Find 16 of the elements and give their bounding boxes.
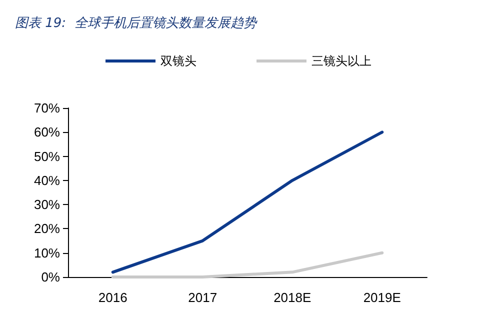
y-tick-label: 20% xyxy=(34,221,60,236)
legend-label: 双镜头 xyxy=(160,54,196,68)
y-tick-label: 0% xyxy=(41,270,60,284)
x-tick-label: 2016 xyxy=(98,290,128,305)
y-tick-label: 70% xyxy=(34,100,60,116)
y-tick-label: 50% xyxy=(34,148,60,164)
line-series xyxy=(111,130,384,274)
y-tick-label: 10% xyxy=(34,245,60,260)
chart-title: 图表 19: 全球手机后置镜头数量发展趋势 xyxy=(15,16,258,31)
x-tick-label: 2019E xyxy=(363,290,402,305)
y-tick-label: 40% xyxy=(34,172,60,188)
legend-label: 三镜头以上 xyxy=(312,54,372,68)
y-tick-label: 60% xyxy=(34,124,60,140)
y-tick-label: 30% xyxy=(34,197,60,212)
x-tick-label: 2018E xyxy=(274,290,312,305)
x-tick-label: 2017 xyxy=(188,290,218,305)
